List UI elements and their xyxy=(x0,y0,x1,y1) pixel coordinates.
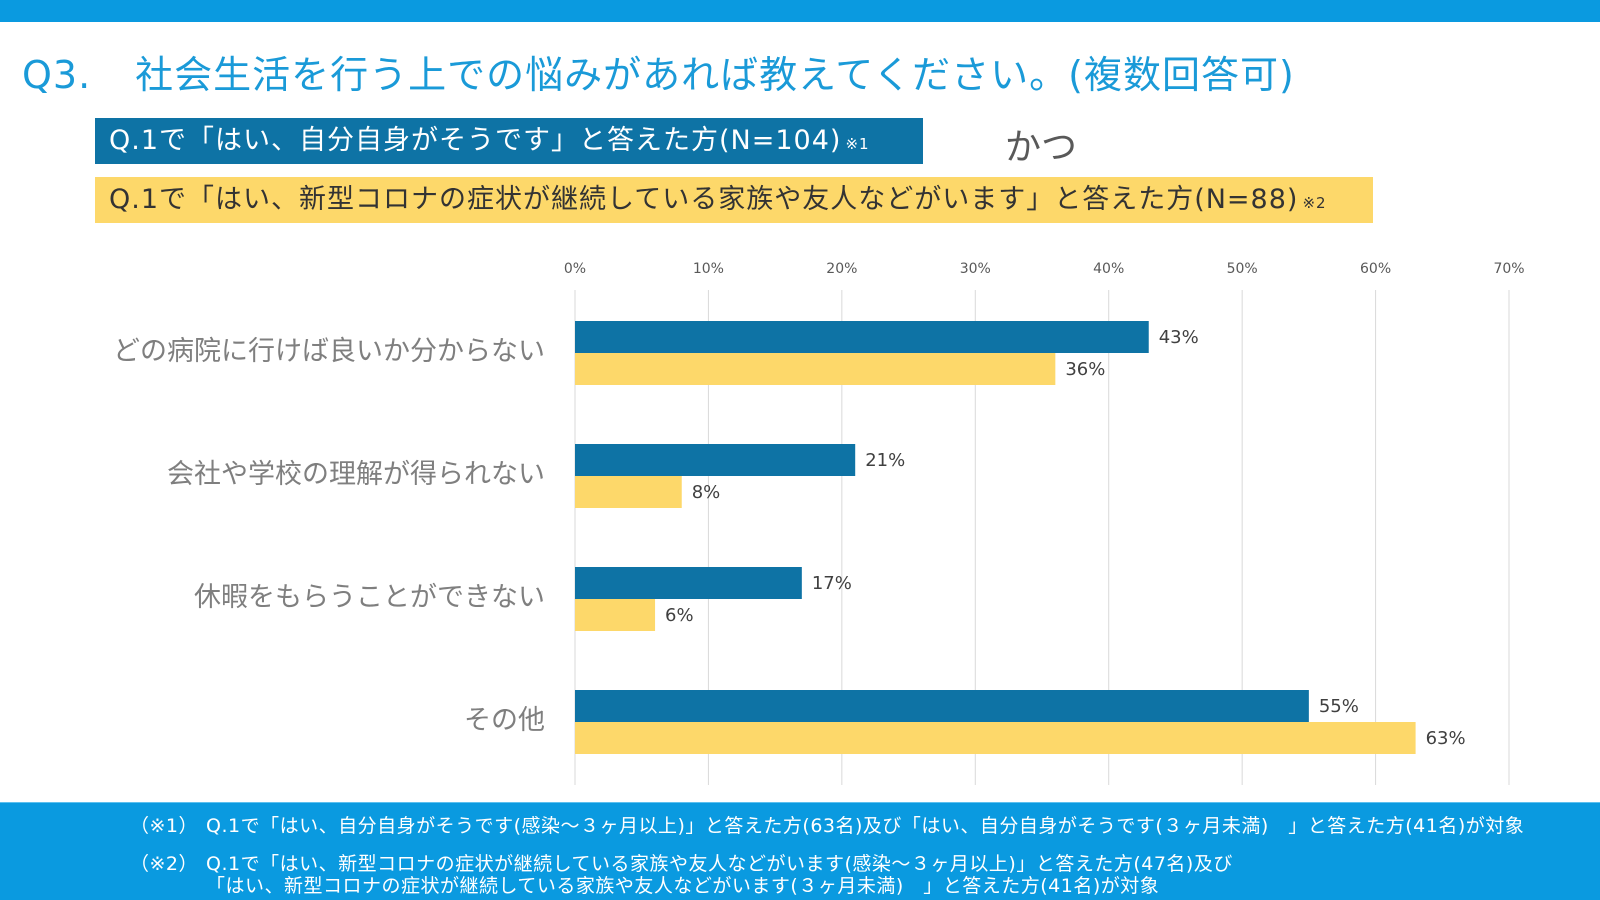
data-label: 21% xyxy=(865,450,905,471)
footnote-1-tag: （※1） xyxy=(130,815,199,837)
question-number: Q3. xyxy=(22,53,92,97)
bar-series-b xyxy=(575,722,1416,754)
top-accent-bar xyxy=(0,0,1600,22)
x-tick-label: 30% xyxy=(960,261,991,277)
data-label: 55% xyxy=(1319,696,1359,717)
bar-chart: 0% 10% 20% 30% 40% 50% 60% 70% どの病院に行けば良いか分からない 4… xyxy=(113,261,1525,785)
legend-series-b: Q.1で「はい、新型コロナの症状が継続している家族や友人などがいます」と答えた方… xyxy=(95,177,1373,223)
bar-series-a xyxy=(575,567,802,599)
x-tick-label: 70% xyxy=(1493,261,1524,277)
bar-series-a xyxy=(575,321,1149,353)
data-label: 8% xyxy=(692,482,721,503)
footnote-1: （※1） Q.1で「はい、自分自身がそうです(感染～３ヶ月以上)」と答えた方(63… xyxy=(130,811,1524,838)
legend-series-a-label: Q.1で「はい、自分自身がそうです」と答えた方(N=104) xyxy=(109,125,842,156)
category-label: 休暇をもらうことができない xyxy=(194,582,545,613)
data-label: 36% xyxy=(1065,359,1105,380)
legend-connector: かつ xyxy=(1005,127,1078,168)
footnotes: （※1） Q.1で「はい、自分自身がそうです(感染～３ヶ月以上)」と答えた方(63… xyxy=(0,802,1600,900)
data-label: 17% xyxy=(812,573,852,594)
footnote-2-continued: 「はい、新型コロナの症状が継続している家族や友人などがいます(３ヶ月未満) 」と… xyxy=(206,871,1159,898)
legend-series-b-label: Q.1で「はい、新型コロナの症状が継続している家族や友人などがいます」と答えた方… xyxy=(109,184,1299,215)
footnote-2: （※2） Q.1で「はい、新型コロナの症状が継続している家族や友人などがいます(感… xyxy=(130,849,1233,876)
legend-series-b-note: ※2 xyxy=(1302,194,1327,212)
x-tick-label: 60% xyxy=(1360,261,1391,277)
category-label: 会社や学校の理解が得られない xyxy=(167,459,545,490)
question-text: 社会生活を行う上での悩みがあれば教えてください。(複数回答可) xyxy=(135,53,1295,97)
page-title: Q3. 社会生活を行う上での悩みがあれば教えてください。(複数回答可) xyxy=(22,44,1295,99)
data-label: 43% xyxy=(1159,327,1199,348)
bar-series-b xyxy=(575,476,682,508)
data-label: 63% xyxy=(1426,728,1466,749)
footnote-2-tag: （※2） xyxy=(130,853,199,875)
category-label: その他 xyxy=(464,705,545,736)
bar-series-a xyxy=(575,444,856,476)
footnote-2-text-line2: 「はい、新型コロナの症状が継続している家族や友人などがいます(３ヶ月未満) 」と… xyxy=(206,875,1160,897)
x-tick-label: 40% xyxy=(1093,261,1124,277)
x-tick-label: 0% xyxy=(564,261,586,277)
legend-series-a-note: ※1 xyxy=(845,135,870,153)
category-label: どの病院に行けば良いか分からない xyxy=(113,336,545,367)
x-tick-label: 20% xyxy=(826,261,857,277)
bar-series-b xyxy=(575,353,1056,385)
footnote-2-text-line1: Q.1で「はい、新型コロナの症状が継続している家族や友人などがいます(感染～３ヶ… xyxy=(206,853,1233,875)
legend-series-a: Q.1で「はい、自分自身がそうです」と答えた方(N=104) ※1 xyxy=(95,118,923,164)
data-label: 6% xyxy=(665,605,694,626)
bar-series-b xyxy=(575,599,656,631)
x-tick-label: 50% xyxy=(1227,261,1258,277)
footnote-1-text: Q.1で「はい、自分自身がそうです(感染～３ヶ月以上)」と答えた方(63名)及び… xyxy=(206,815,1525,837)
bar-series-a xyxy=(575,690,1309,722)
x-tick-label: 10% xyxy=(693,261,724,277)
